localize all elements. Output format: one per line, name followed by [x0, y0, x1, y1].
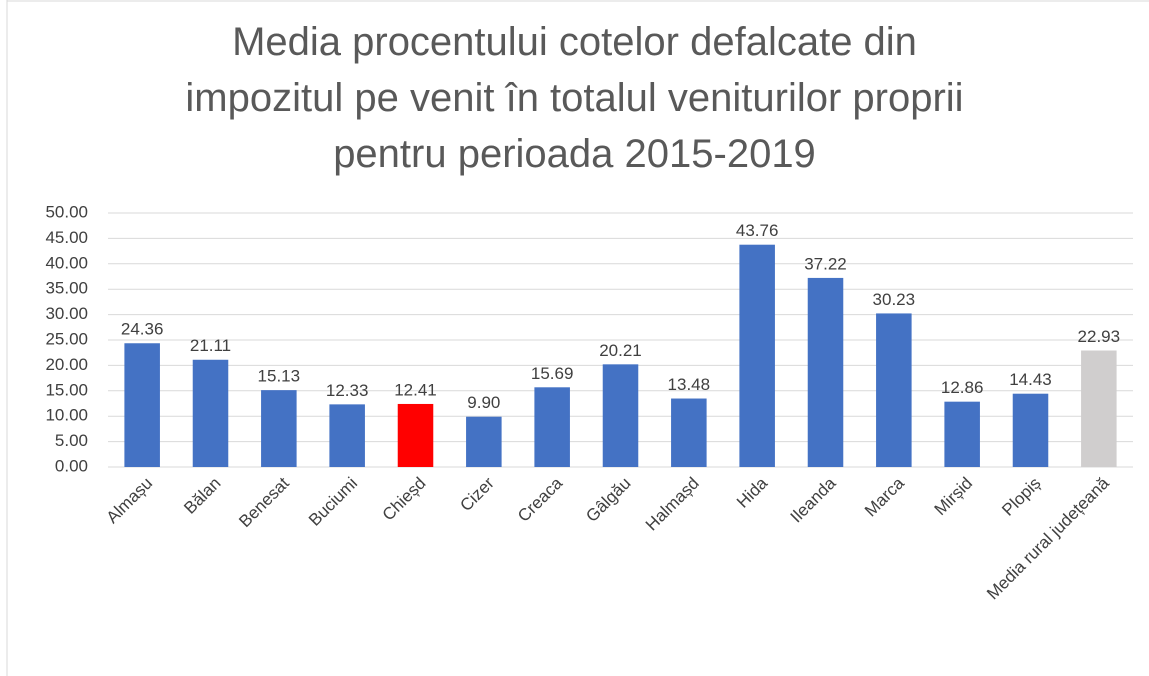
data-label: 9.90 — [467, 393, 500, 412]
data-label: 14.43 — [1009, 370, 1052, 389]
data-label: 21.11 — [190, 336, 231, 355]
y-tick-label: 50.00 — [45, 202, 88, 221]
y-tick-label: 25.00 — [45, 329, 88, 348]
y-tick-label: 45.00 — [45, 228, 88, 247]
bar — [602, 364, 639, 467]
bar — [261, 390, 297, 467]
chart-title: Media procentului cotelor defalcate din … — [185, 20, 964, 176]
x-tick-label: Hida — [733, 473, 772, 512]
data-label: 15.13 — [258, 367, 301, 386]
x-tick-label: Mirșid — [931, 474, 976, 519]
bar — [876, 313, 912, 467]
x-tick-label: Plopiș — [998, 474, 1044, 520]
y-tick-label: 20.00 — [45, 355, 88, 374]
x-tick-label: Creaca — [514, 473, 567, 526]
y-tick-label: 10.00 — [45, 406, 88, 425]
x-tick-label: Ileanda — [787, 473, 840, 526]
x-tick-label: Gâlgău — [582, 474, 634, 526]
bar — [739, 244, 775, 467]
y-tick-label: 30.00 — [45, 304, 88, 323]
x-tick-label: Almașu — [103, 474, 157, 528]
data-label: 13.48 — [668, 375, 711, 394]
x-tick-label: Marca — [861, 473, 908, 520]
y-tick-label: 40.00 — [45, 253, 88, 272]
x-tick-label: Chieșd — [379, 474, 430, 525]
bar — [534, 387, 570, 467]
bar — [1081, 350, 1117, 467]
bar — [944, 401, 980, 467]
data-label: 43.76 — [736, 221, 779, 240]
data-label: 12.86 — [941, 378, 984, 397]
y-tick-label: 15.00 — [45, 380, 88, 399]
bar — [671, 398, 707, 467]
bar — [124, 343, 160, 467]
data-label: 30.23 — [873, 290, 916, 309]
bar — [192, 359, 229, 467]
y-tick-label: 5.00 — [55, 431, 88, 450]
bar — [466, 416, 502, 467]
data-label: 12.33 — [326, 381, 369, 400]
data-label: 12.41 — [394, 380, 437, 399]
x-tick-label: Halmașd — [642, 474, 703, 535]
x-tick-label: Cizer — [456, 473, 498, 515]
bar — [397, 403, 434, 467]
y-tick-label: 0.00 — [55, 456, 88, 475]
x-tick-label: Buciumi — [305, 474, 361, 530]
bar — [1012, 393, 1049, 467]
data-label: 22.93 — [1078, 327, 1121, 346]
data-label: 15.69 — [531, 364, 574, 383]
data-label: 24.36 — [121, 320, 164, 339]
y-tick-label: 35.00 — [45, 279, 88, 298]
x-tick-label: Media rural județeană — [983, 473, 1113, 603]
x-tick-label: Benesat — [235, 473, 293, 531]
data-label: 37.22 — [804, 254, 847, 273]
x-tick-label: Bălan — [180, 474, 224, 518]
bar — [807, 277, 844, 467]
bar — [329, 404, 365, 467]
data-label: 20.21 — [599, 341, 642, 360]
